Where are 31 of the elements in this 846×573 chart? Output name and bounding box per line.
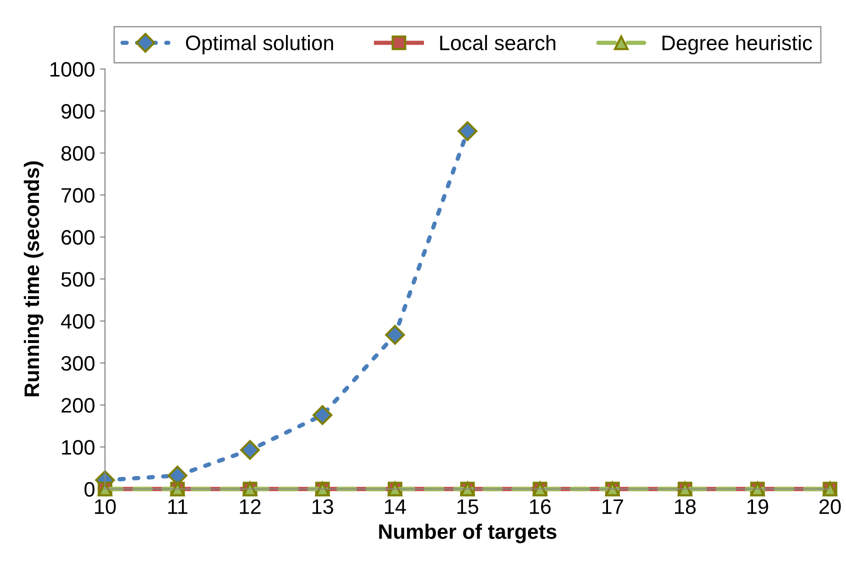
y-tick-label: 800 xyxy=(61,146,94,161)
y-tick-label: 400 xyxy=(61,314,94,329)
y-tick-label: 1000 xyxy=(50,62,94,77)
legend-label: Local search xyxy=(440,34,556,50)
x-tick-label: 19 xyxy=(748,499,768,514)
x-tick-label: 17 xyxy=(602,499,624,514)
x-tick-label: 13 xyxy=(312,499,334,514)
point xyxy=(458,121,478,142)
x-tick-label: 20 xyxy=(819,499,841,514)
y-tick-label: 900 xyxy=(62,104,94,119)
point xyxy=(240,440,260,460)
x-tick-label: 14 xyxy=(385,499,406,514)
y-tick-label: 700 xyxy=(62,188,94,203)
y-tick-label: 100 xyxy=(62,440,94,455)
point xyxy=(312,405,332,425)
legend-label: Optimal solution xyxy=(186,34,334,54)
x-tick-label: 12 xyxy=(240,499,261,514)
legend-label: Degree heuristic xyxy=(662,34,812,54)
x-axis-title: Number of targets xyxy=(379,524,556,544)
y-axis-title: Running time (seconds) xyxy=(24,161,44,396)
x-tick-label: 16 xyxy=(530,499,551,514)
y-tick-label: 200 xyxy=(62,398,94,413)
y-tick-label: 500 xyxy=(61,272,94,287)
x-tick-label: 10 xyxy=(95,499,116,514)
y-tick-label: 600 xyxy=(62,230,94,245)
point xyxy=(385,324,405,345)
x-tick-label: 15 xyxy=(458,499,478,514)
x-tick-label: 11 xyxy=(168,499,188,514)
x-tick-label: 18 xyxy=(675,499,696,514)
y-tick-label: 0 xyxy=(84,482,94,497)
y-tick-label: 300 xyxy=(61,356,94,371)
